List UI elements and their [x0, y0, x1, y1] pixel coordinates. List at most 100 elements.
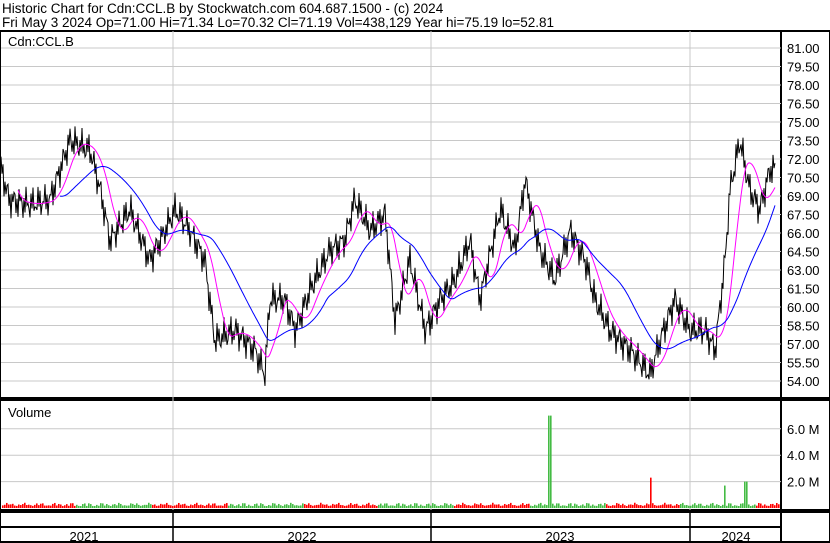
volume-bar — [210, 505, 212, 508]
volume-bar — [312, 505, 314, 508]
volume-bar — [526, 503, 528, 508]
volume-bar — [304, 504, 306, 508]
volume-bar — [318, 504, 320, 508]
volume-bar — [432, 503, 434, 508]
volume-bar — [22, 504, 24, 508]
price-tick-label: 63.00 — [787, 263, 820, 278]
price-panel-frame — [0, 30, 830, 399]
volume-bar — [192, 505, 194, 508]
x-axis-label: 2021 — [70, 529, 99, 543]
volume-bar — [640, 505, 642, 508]
volume-bar — [358, 505, 360, 508]
volume-bar — [556, 503, 558, 508]
volume-bar — [84, 503, 86, 508]
short-moving-average-line — [17, 143, 776, 368]
chart-title: Historic Chart for Cdn:CCL.B by Stockwat… — [2, 1, 444, 16]
volume-bar — [12, 503, 14, 508]
volume-bar — [664, 502, 666, 508]
volume-bar — [232, 504, 234, 508]
long-moving-average-line — [59, 166, 776, 350]
volume-bar — [186, 505, 188, 508]
volume-bar — [326, 504, 328, 508]
volume-bar — [144, 504, 146, 508]
volume-bar — [446, 503, 448, 508]
volume-bar — [348, 504, 350, 508]
volume-bar — [460, 505, 462, 508]
volume-bar — [708, 505, 710, 508]
volume-bar — [484, 505, 486, 508]
volume-bar — [506, 504, 508, 508]
volume-bar — [394, 505, 396, 508]
volume-bar — [748, 504, 750, 508]
volume-bar — [36, 503, 38, 508]
price-tick-label: 75.00 — [787, 115, 820, 130]
volume-bar — [16, 505, 18, 508]
volume-bar — [488, 505, 490, 508]
volume-bar — [552, 503, 554, 508]
volume-bar — [660, 505, 662, 508]
volume-bar — [124, 505, 126, 508]
volume-bar — [478, 504, 480, 508]
volume-bar — [758, 503, 760, 508]
volume-bar — [436, 505, 438, 508]
price-tick-label: 72.00 — [787, 152, 820, 167]
volume-bar — [586, 503, 588, 508]
volume-bar — [190, 504, 192, 508]
volume-bar — [458, 504, 460, 508]
volume-bar — [96, 504, 98, 508]
volume-bar — [332, 503, 334, 508]
volume-bar — [314, 505, 316, 508]
volume-bar — [716, 504, 718, 508]
volume-label: Volume — [8, 405, 51, 420]
price-tick-label: 54.00 — [787, 374, 820, 389]
volume-bar — [106, 504, 108, 508]
volume-bar — [300, 505, 302, 508]
volume-bar — [770, 504, 772, 508]
volume-bar — [256, 503, 258, 508]
volume-bar — [468, 505, 470, 508]
quote-summary: Fri May 3 2024 Op=71.00 Hi=71.34 Lo=70.3… — [2, 15, 555, 30]
volume-bar — [592, 504, 594, 508]
volume-bar — [374, 505, 376, 508]
volume-bar — [264, 505, 266, 508]
volume-bar — [486, 505, 488, 508]
volume-bar — [764, 504, 766, 508]
volume-bar — [498, 504, 500, 508]
volume-bar — [704, 505, 706, 508]
volume-bar — [146, 504, 148, 508]
volume-bar — [58, 503, 60, 508]
volume-bar — [548, 415, 550, 508]
volume-bar — [670, 504, 672, 508]
volume-bar — [476, 504, 478, 508]
price-line — [0, 126, 776, 386]
volume-bar — [750, 505, 752, 508]
volume-bar — [604, 503, 606, 508]
volume-bar — [516, 505, 518, 508]
volume-bar — [148, 502, 150, 508]
volume-bar — [286, 504, 288, 508]
volume-bar — [742, 503, 744, 508]
volume-bar — [388, 505, 390, 508]
volume-bar — [376, 505, 378, 508]
volume-bar — [54, 502, 56, 508]
volume-bar — [40, 503, 42, 508]
volume-bar — [714, 505, 716, 508]
volume-tick-label: 4.0 M — [787, 448, 820, 463]
volume-bar — [372, 504, 374, 508]
volume-bar — [366, 503, 368, 508]
volume-bar — [614, 505, 616, 508]
volume-bar — [696, 505, 698, 508]
volume-bar — [720, 505, 722, 508]
volume-bar — [584, 505, 586, 508]
volume-bar — [706, 504, 708, 508]
volume-bar — [214, 503, 216, 508]
volume-bar — [344, 505, 346, 508]
volume-bar — [522, 503, 524, 508]
volume-bar — [44, 505, 46, 508]
volume-bar — [354, 504, 356, 508]
volume-bar — [254, 504, 256, 508]
volume-bar — [564, 505, 566, 508]
volume-bar — [466, 505, 468, 508]
